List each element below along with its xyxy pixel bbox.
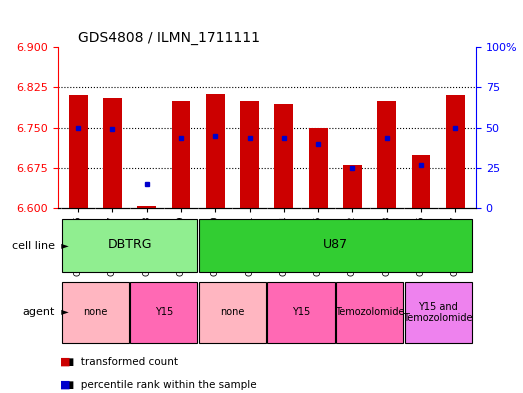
Text: GDS4808 / ILMN_1711111: GDS4808 / ILMN_1711111 bbox=[78, 31, 260, 45]
Bar bbox=[62, 282, 129, 343]
Bar bbox=[275, 104, 293, 208]
Bar bbox=[199, 219, 472, 272]
Text: Y15: Y15 bbox=[155, 307, 173, 318]
Text: ■: ■ bbox=[60, 356, 71, 367]
Bar bbox=[377, 101, 396, 208]
Bar bbox=[309, 128, 327, 208]
Text: Y15: Y15 bbox=[292, 307, 310, 318]
Bar bbox=[103, 98, 122, 208]
Text: ►: ► bbox=[55, 307, 69, 318]
Bar bbox=[336, 282, 403, 343]
Text: ■  transformed count: ■ transformed count bbox=[58, 356, 177, 367]
Bar bbox=[267, 282, 335, 343]
Bar bbox=[172, 101, 190, 208]
Bar bbox=[343, 165, 362, 208]
Text: U87: U87 bbox=[323, 238, 348, 251]
Text: none: none bbox=[83, 307, 107, 318]
Text: ■  percentile rank within the sample: ■ percentile rank within the sample bbox=[58, 380, 256, 390]
Bar bbox=[206, 94, 225, 208]
Text: agent: agent bbox=[22, 307, 55, 318]
Text: ■: ■ bbox=[60, 380, 71, 390]
Text: DBTRG: DBTRG bbox=[107, 238, 152, 251]
Text: Temozolomide: Temozolomide bbox=[335, 307, 404, 318]
Bar bbox=[69, 95, 87, 208]
Text: none: none bbox=[220, 307, 245, 318]
Bar bbox=[405, 282, 472, 343]
Bar bbox=[412, 154, 430, 208]
Bar bbox=[240, 101, 259, 208]
Bar bbox=[199, 282, 266, 343]
Bar bbox=[130, 282, 198, 343]
Text: cell line: cell line bbox=[12, 241, 55, 251]
Bar bbox=[446, 95, 465, 208]
Bar bbox=[62, 219, 198, 272]
Bar bbox=[137, 206, 156, 208]
Text: Y15 and
Temozolomide: Y15 and Temozolomide bbox=[403, 302, 473, 323]
Text: ►: ► bbox=[55, 241, 69, 251]
